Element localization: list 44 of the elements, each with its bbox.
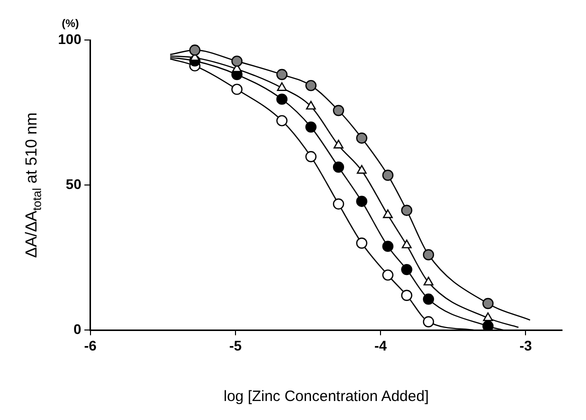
point — [382, 269, 394, 281]
point — [276, 94, 288, 105]
y-tick-label: 100 — [58, 30, 82, 47]
point — [382, 209, 393, 218]
point — [356, 196, 368, 207]
point — [482, 320, 494, 330]
x-tick-label: -3 — [519, 337, 532, 354]
point — [422, 316, 434, 328]
point — [276, 82, 287, 91]
point — [189, 44, 200, 56]
x-axis-title: log [Zinc Concentration Added] — [224, 388, 429, 406]
y-tick-label: 50 — [66, 176, 82, 192]
point — [401, 290, 412, 301]
x-tick-label: -6 — [84, 337, 97, 354]
point — [276, 115, 288, 126]
point — [231, 56, 243, 67]
point — [334, 140, 344, 148]
point — [401, 264, 412, 276]
point — [382, 170, 394, 181]
point — [231, 84, 243, 95]
point — [356, 238, 368, 249]
point — [422, 294, 434, 305]
x-tick-label: -4 — [374, 337, 388, 354]
point — [356, 132, 368, 144]
y-tick-label: 0 — [74, 321, 82, 338]
point — [305, 151, 317, 162]
point — [482, 298, 494, 310]
point — [332, 162, 344, 173]
x-tick-label: -5 — [229, 337, 242, 354]
point — [402, 240, 412, 248]
point — [422, 249, 434, 260]
point — [356, 164, 367, 174]
point — [424, 276, 434, 286]
point — [276, 68, 288, 80]
y-axis-title: ΔA/ΔAtotal at 510 nm — [23, 112, 44, 258]
point — [305, 121, 317, 133]
point — [332, 104, 344, 116]
point — [305, 80, 317, 92]
text: (%) — [62, 18, 80, 30]
point — [483, 312, 493, 322]
point — [306, 100, 316, 110]
point — [332, 198, 344, 210]
point — [401, 204, 412, 216]
point — [382, 240, 394, 252]
